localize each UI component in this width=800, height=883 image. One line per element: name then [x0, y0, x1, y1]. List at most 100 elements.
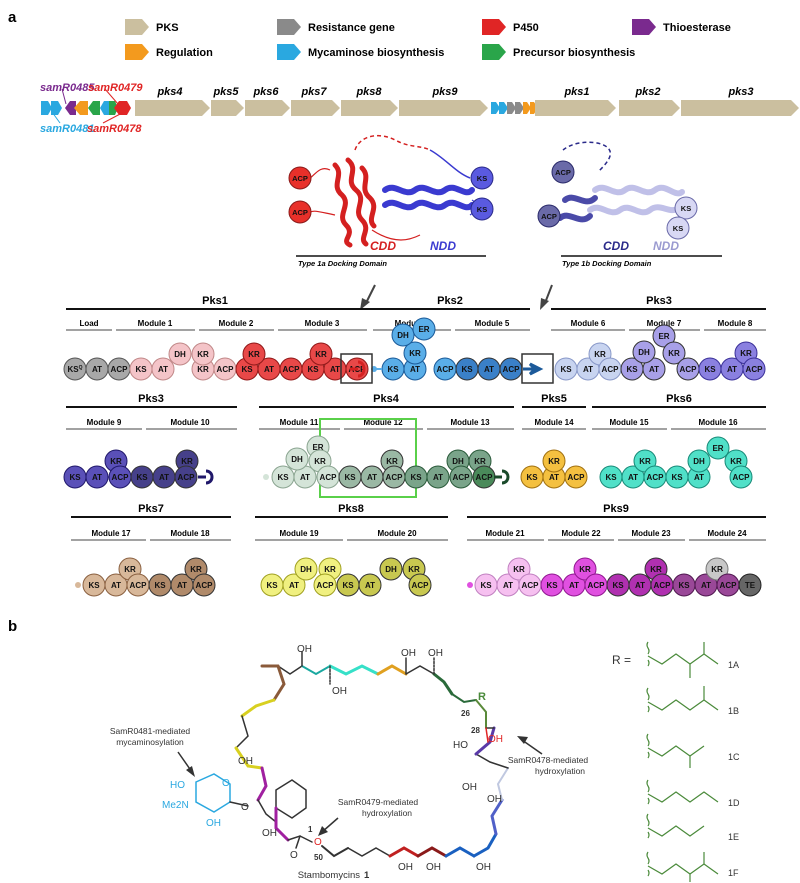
domain-label: KR [124, 565, 136, 574]
bond [485, 727, 489, 743]
domain-label: KS [69, 473, 81, 482]
domain-label: ACP [217, 365, 235, 374]
domain-label: DH [291, 455, 303, 464]
module-label: Module 18 [170, 529, 210, 538]
domain-label: ACP [555, 168, 571, 177]
arrow-head [540, 298, 549, 310]
domain-label: ACP [437, 365, 455, 374]
domain-acp [729, 465, 753, 489]
atom-o: O [314, 837, 322, 848]
atom-number: 28 [471, 726, 480, 735]
domain-label: ER [418, 325, 429, 334]
module-label: Module 23 [631, 529, 671, 538]
docking-dot [263, 474, 269, 480]
domain-acp [449, 465, 473, 489]
gene-arrow-resistance [507, 102, 516, 114]
domain-acp [313, 573, 337, 597]
gene-name-pks2: pks2 [634, 86, 660, 98]
arrow-head [186, 766, 195, 777]
domain-label: KR [181, 457, 193, 466]
atom-oh: OH [238, 756, 253, 767]
module-label: Module 21 [485, 529, 525, 538]
domain-label: AT [410, 365, 420, 374]
domain-acp [408, 573, 432, 597]
module-label: Module 1 [138, 319, 173, 328]
domain-acp [192, 573, 216, 597]
bond [295, 835, 301, 849]
domain-label: KR [248, 350, 260, 359]
domain-label: KR [324, 565, 336, 574]
domain-dh [687, 449, 711, 473]
annotations: SamR0481-mediated mycaminosylation SamR0… [110, 726, 588, 836]
domain-label: KR [474, 457, 486, 466]
bond-segment [490, 798, 504, 836]
domain-label: KR [408, 565, 420, 574]
legend-swatch [277, 19, 301, 35]
domain-ks [470, 197, 494, 221]
domain-label: KS [477, 205, 487, 214]
domain-label: AT [367, 473, 377, 482]
domain-dh [391, 323, 415, 347]
r-chain [647, 653, 719, 665]
domain-label: ACP [522, 581, 540, 590]
variant-label: 1A [728, 660, 739, 670]
ndd-label: NDD [653, 239, 679, 253]
domain-label: KS [461, 365, 473, 374]
domain-ks [470, 166, 494, 190]
domain-label: ACP [602, 365, 620, 374]
gene-arrow-resistance [515, 102, 524, 114]
domain-at [426, 465, 450, 489]
domain-label: KR [650, 565, 662, 574]
pointer-arrow [365, 284, 376, 304]
atom-oh: OH [206, 818, 221, 829]
domain-dh [285, 447, 309, 471]
atom-r: R [478, 691, 486, 703]
protein-label: Pks3 [138, 393, 164, 405]
bond-segment [240, 698, 276, 718]
gene-arrow-pks6 [245, 100, 290, 116]
domain-label: AT [503, 581, 513, 590]
domain-label: KR [548, 457, 560, 466]
atom-ho: HO [453, 740, 468, 751]
gene-pointer [102, 111, 125, 124]
gene-arrow-mycaminose [41, 101, 52, 115]
domain-label: KS [480, 581, 492, 590]
domain-label: KS [673, 224, 683, 233]
domain-label: ACP [178, 473, 196, 482]
legend-swatch [277, 44, 301, 60]
lactone-ring [275, 779, 307, 819]
module-label: Module 13 [450, 418, 490, 427]
atom-oh: OH [426, 862, 441, 873]
domain-acp [551, 160, 575, 184]
bond-segment [451, 693, 477, 704]
wavy-bond [646, 687, 650, 713]
gene-name-pks6: pks6 [252, 86, 279, 98]
domain-label: TE [745, 581, 756, 590]
legend-item-precursor: Precursor biosynthesis [482, 44, 635, 60]
bond-segment [274, 806, 290, 842]
legend-label: Resistance gene [308, 22, 395, 34]
domain-label: AT [158, 365, 168, 374]
domain-label: KR [513, 565, 525, 574]
domain-kr [242, 342, 266, 366]
gene-arrow-regulation [523, 102, 531, 114]
r-variants: R = 1A 1B 1C 1D 1E 1F [612, 641, 740, 882]
domain-at [282, 573, 306, 597]
annot-mycaminosylation: SamR0481-mediated [110, 726, 191, 736]
bond-segment [432, 672, 454, 696]
gene-arrow-pks9 [399, 100, 488, 116]
domain-label: ACP [476, 473, 494, 482]
module-label: Module 12 [363, 418, 403, 427]
domain-label: DH [638, 348, 650, 357]
bond-segment [328, 664, 380, 676]
bond-segment [256, 766, 268, 802]
gene-pointer [61, 88, 67, 105]
domain-label: KSQ [67, 365, 82, 374]
wavy-bond [646, 733, 650, 759]
gene-pointer [104, 88, 119, 105]
type1b-title: Type 1b Docking Domain [562, 259, 652, 268]
gene-arrow-precursor [109, 101, 118, 115]
wavy-bond [646, 813, 650, 839]
legend-item-mycaminose: Mycaminose biosynthesis [277, 44, 444, 60]
